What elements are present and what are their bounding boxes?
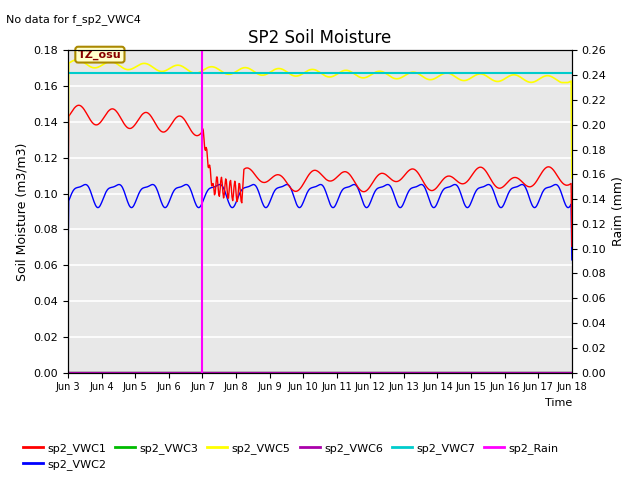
Legend: sp2_VWC1, sp2_VWC2, sp2_VWC3, sp2_VWC5, sp2_VWC6, sp2_VWC7, sp2_Rain: sp2_VWC1, sp2_VWC2, sp2_VWC3, sp2_VWC5, …: [19, 438, 563, 474]
Text: TZ_osu: TZ_osu: [78, 49, 122, 60]
Text: Time: Time: [545, 398, 572, 408]
Title: SP2 Soil Moisture: SP2 Soil Moisture: [248, 29, 392, 48]
Y-axis label: Raim (mm): Raim (mm): [612, 177, 625, 246]
Text: No data for f_sp2_VWC4: No data for f_sp2_VWC4: [6, 14, 141, 25]
Y-axis label: Soil Moisture (m3/m3): Soil Moisture (m3/m3): [15, 142, 28, 281]
